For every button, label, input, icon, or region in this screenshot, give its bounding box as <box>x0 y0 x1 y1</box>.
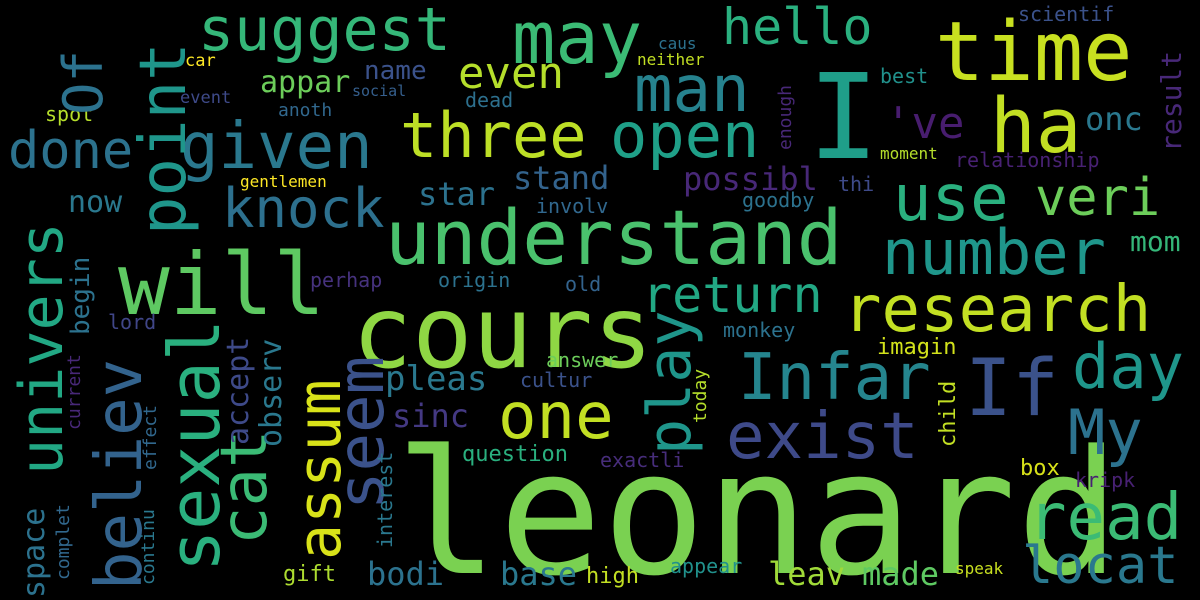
word-knock: knock <box>222 177 385 240</box>
word-my: My <box>1068 396 1143 469</box>
word-of: Of <box>52 49 115 115</box>
word-leav: leav <box>768 555 846 593</box>
word-hello: hello <box>722 0 873 56</box>
word-now: now <box>68 185 123 220</box>
word-neither: neither <box>637 50 705 69</box>
word-suggest: suggest <box>198 0 451 65</box>
word-one: one <box>498 380 614 454</box>
word-man: man <box>634 53 750 127</box>
word-cultur: cultur <box>520 368 593 392</box>
word-gentlemen: gentlemen <box>240 172 327 191</box>
word-question: question <box>462 442 568 467</box>
word-moment: moment <box>880 144 938 163</box>
word-imagin: imagin <box>877 335 957 360</box>
word-veri: veri <box>1035 168 1161 228</box>
word-return: return <box>642 266 823 324</box>
word-gift: gift <box>283 562 336 587</box>
word-origin: origin <box>438 268 511 292</box>
word-name: name <box>364 56 427 86</box>
word-speak: speak <box>955 559 1004 578</box>
word-begin: begin <box>66 256 96 335</box>
word-best: best <box>880 64 929 88</box>
word-stand: stand <box>513 159 610 197</box>
word-day: day <box>1072 330 1184 403</box>
word-infar: Infar <box>738 341 931 415</box>
word-univers: univers <box>7 222 77 475</box>
word-given: given <box>180 110 373 184</box>
word-high: high <box>586 564 639 589</box>
word-involv: involv <box>536 194 609 218</box>
word-sinc: sinc <box>392 397 470 435</box>
word-locat: locat <box>1022 536 1179 596</box>
word-kripk: kripk <box>1075 468 1136 492</box>
word-appear: appear <box>670 554 743 578</box>
word-time: time <box>935 5 1133 100</box>
word-lord: lord <box>108 310 157 334</box>
word-appar: appar <box>260 65 351 100</box>
word-possibl: possibl <box>683 160 818 198</box>
word-i: I <box>808 48 880 186</box>
word-done: done <box>8 121 134 181</box>
word-research: research <box>843 273 1152 347</box>
word-current: current <box>64 354 85 430</box>
word-social: social <box>352 82 407 100</box>
word-goodby: goodby <box>742 188 815 212</box>
word-car: car <box>185 51 216 71</box>
word-box: box <box>1020 456 1060 481</box>
word-result: result <box>1155 50 1188 152</box>
word-mom: mom <box>1130 225 1181 258</box>
word-exactli: exactli <box>600 448 685 472</box>
word-will: will <box>118 235 326 335</box>
word-observ: observ <box>254 338 289 447</box>
word-answer: answer <box>546 348 619 372</box>
word-space: space <box>17 507 52 598</box>
word-base: base <box>500 555 578 593</box>
word-three: three <box>400 99 587 172</box>
word-today: today <box>690 368 711 423</box>
word-perhap: perhap <box>310 268 383 292</box>
word-monkey: monkey <box>723 318 796 342</box>
word-point: point <box>127 42 201 235</box>
word-if: If <box>965 344 1059 434</box>
word-scientif: scientif <box>1018 2 1115 26</box>
word-number: number <box>882 216 1106 289</box>
word-leonard: leonard <box>395 413 1120 600</box>
word-spot: spot <box>45 102 94 126</box>
word-may: may <box>512 0 643 80</box>
word-relationship: relationship <box>955 148 1100 172</box>
word-accept: accept <box>221 336 256 445</box>
word-old: old <box>565 272 602 296</box>
word-ve: 've <box>885 98 965 149</box>
word-open: open <box>610 99 760 172</box>
word-bodi: bodi <box>367 555 445 593</box>
word-enough: enough <box>775 84 796 150</box>
word-star: star <box>418 175 496 213</box>
word-ha: ha <box>990 81 1082 170</box>
word-made: made <box>862 555 940 593</box>
word-complet: complet <box>53 504 74 580</box>
word-anoth: anoth <box>278 100 333 121</box>
word-child: child <box>936 380 961 447</box>
word-read: read <box>1028 481 1183 555</box>
word-use: use <box>893 162 1009 236</box>
word-pleas: pleas <box>385 359 488 399</box>
word-continu: continu <box>138 509 159 585</box>
word-even: even <box>458 48 564 99</box>
word-dead: dead <box>465 88 514 112</box>
word-interest: interest <box>373 451 397 548</box>
word-onc: onc <box>1085 100 1143 138</box>
word-understand: understand <box>385 193 843 282</box>
word-cours: cours <box>352 274 654 391</box>
word-effect: effect <box>140 404 161 470</box>
word-caus: caus <box>658 34 697 53</box>
word-thi: thi <box>838 172 875 196</box>
word-event: event <box>180 88 232 108</box>
word-exist: exist <box>726 400 919 474</box>
